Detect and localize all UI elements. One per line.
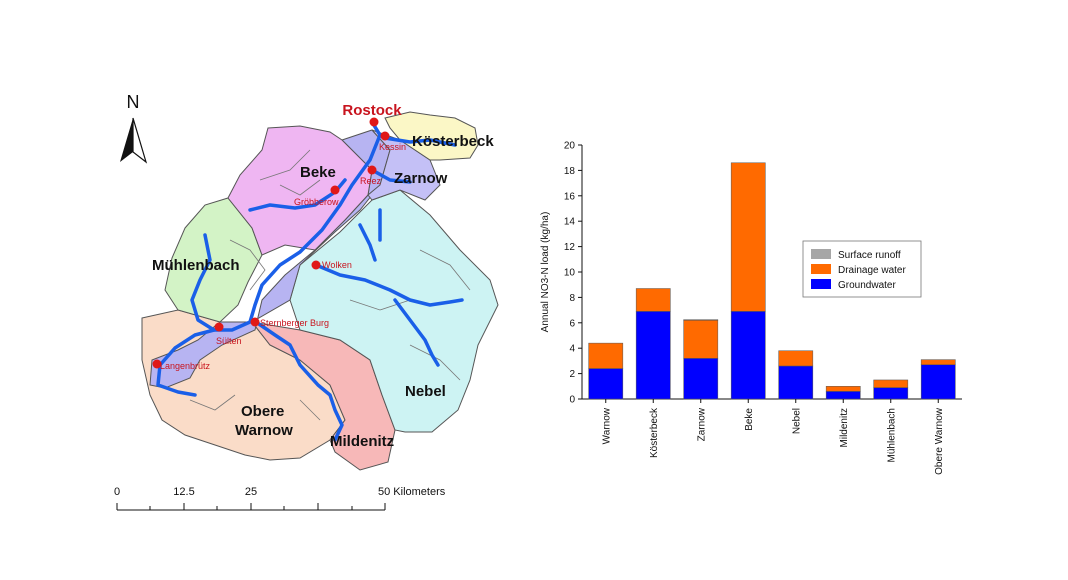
x-tick-label: Kösterbeck <box>649 407 660 458</box>
bar-segment-groundwater <box>683 358 719 400</box>
region-label-koesterbeck: Kösterbeck <box>412 133 494 150</box>
chart-y-ticks: 0 2 4 6 8 10 12 14 16 18 20 <box>564 141 582 406</box>
town-dot-sternberger-burg <box>250 317 260 327</box>
no3-load-chart: 0 2 4 6 8 10 12 14 16 18 20 Warnow Kösterbeck Zarnow… <box>540 141 962 475</box>
north-label: N <box>127 92 140 112</box>
region-label-muehlenbach: Mühlenbach <box>152 257 240 274</box>
river-nebel <box>314 263 464 307</box>
region-muehlenbach <box>164 197 263 323</box>
bar-segment-groundwater <box>730 311 766 400</box>
river-trib-1 <box>358 223 377 262</box>
river-muehlenbach <box>190 233 216 332</box>
bar-segment-drainage-water <box>920 359 956 365</box>
town-label-langenbruetz: Langenbrütz <box>160 361 211 371</box>
region-label-mildenitz: Mildenitz <box>330 433 394 450</box>
scale-bar <box>116 503 386 511</box>
river-koesterbeck <box>383 136 457 147</box>
y-tick-label: 2 <box>569 369 575 380</box>
legend-label: Groundwater <box>838 280 896 291</box>
river-zarnow <box>370 168 412 184</box>
town-dot-wolken <box>311 260 321 270</box>
bar-segment-groundwater <box>873 387 909 400</box>
scale-label-50-km: 50 Kilometers <box>378 486 446 498</box>
town-label-kessin: Kessin <box>379 142 406 152</box>
region-nebel <box>289 189 499 433</box>
region-warnow <box>149 129 391 389</box>
x-tick-label: Zarnow <box>696 407 707 441</box>
bar-segment-groundwater <box>920 364 956 400</box>
town-label-sternberger-burg: Sternberger Burg <box>260 318 329 328</box>
bar-segment-drainage-water <box>588 342 624 369</box>
y-tick-label: 4 <box>569 344 575 355</box>
legend-label: Drainage water <box>838 265 906 276</box>
bar-segment-groundwater <box>588 368 624 400</box>
scale-label-25: 25 <box>245 486 257 498</box>
region-beke <box>227 125 373 256</box>
bar-segment-drainage-water <box>730 162 766 312</box>
region-label-obere: Obere <box>241 403 284 420</box>
river-nebel-trib <box>393 298 440 367</box>
bar-segment-drainage-water <box>825 386 861 392</box>
town-dot-langenbruetz <box>152 359 162 369</box>
y-tick-label: 18 <box>564 166 576 177</box>
subcatchment-boundaries <box>189 149 471 421</box>
y-tick-label: 12 <box>564 242 576 253</box>
x-tick-label: Obere Warnow <box>934 407 945 475</box>
chart-y-axis-label: Annual NO3-N load (kg/ha) <box>540 212 551 333</box>
town-label-groebberow: Gröbberow <box>294 197 339 207</box>
town-dot-kessin <box>380 131 390 141</box>
region-label-warnow: Warnow <box>235 422 293 439</box>
town-dot-rostock <box>369 117 379 127</box>
bar-segment-drainage-water <box>778 350 814 367</box>
town-label-sulten: Sülten <box>216 336 242 346</box>
north-arrow-icon <box>120 117 148 164</box>
map-regions <box>141 111 499 471</box>
y-tick-label: 8 <box>569 293 575 304</box>
bar-segment-drainage-water <box>635 288 671 312</box>
legend-swatch <box>811 249 831 259</box>
x-tick-label: Warnow <box>601 407 612 444</box>
bar-segment-groundwater <box>825 391 861 400</box>
x-tick-label: Mühlenbach <box>886 408 897 462</box>
bar-segment-drainage-water <box>873 379 909 388</box>
y-tick-label: 10 <box>564 268 576 279</box>
chart-bars <box>588 162 956 403</box>
y-tick-label: 0 <box>569 395 575 406</box>
scale-label-0: 0 <box>114 486 120 498</box>
legend-swatch <box>811 279 831 289</box>
town-dot-groebberow <box>330 185 340 195</box>
y-tick-label: 14 <box>564 217 576 228</box>
legend-label: Surface runoff <box>838 250 901 261</box>
bar-segment-groundwater <box>778 365 814 400</box>
region-label-zarnow: Zarnow <box>394 170 448 187</box>
town-label-wolken: Wolken <box>322 260 352 270</box>
bar-segment-groundwater <box>635 311 671 400</box>
town-markers <box>152 117 390 369</box>
region-label-beke: Beke <box>300 164 336 181</box>
town-dot-sulten <box>214 322 224 332</box>
scale-label-12-5: 12.5 <box>173 486 194 498</box>
region-label-nebel: Nebel <box>405 383 446 400</box>
legend-swatch <box>811 264 831 274</box>
y-tick-label: 6 <box>569 318 575 329</box>
chart-legend: Surface runoff Drainage water Groundwater <box>802 240 922 298</box>
town-dot-reez <box>367 165 377 175</box>
y-tick-label: 20 <box>564 141 576 152</box>
catchment-map: N <box>114 92 499 511</box>
chart-x-labels: Warnow Kösterbeck Zarnow Beke Nebel Mildenitz… <box>601 407 945 475</box>
town-label-rostock: Rostock <box>342 102 402 119</box>
river-mildenitz <box>254 320 344 442</box>
x-tick-label: Nebel <box>791 408 802 434</box>
bar-segment-drainage-water <box>683 320 719 359</box>
region-koesterbeck <box>384 111 479 161</box>
town-label-reez: Reez <box>360 176 382 186</box>
x-tick-label: Mildenitz <box>839 408 850 447</box>
y-tick-label: 16 <box>564 191 576 202</box>
bar-segment-surface-runoff <box>683 319 719 321</box>
x-tick-label: Beke <box>744 408 755 431</box>
